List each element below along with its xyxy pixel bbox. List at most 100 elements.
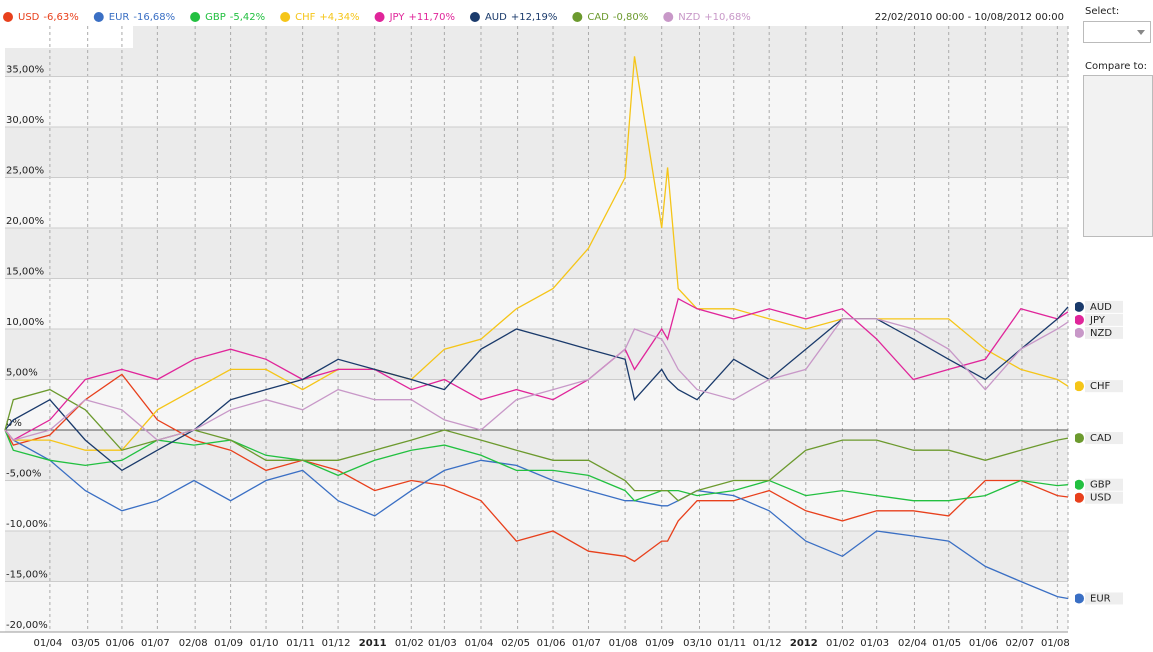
end-label-bg [1085,380,1123,393]
legend-dot [3,12,13,22]
x-tick-label: 01/03 [860,638,889,649]
x-tick-label: 01/12 [753,638,782,649]
x-tick-label: 01/02 [826,638,855,649]
legend-item: AUD +12,19% [469,12,557,23]
series-line [4,429,1069,600]
compare-list[interactable] [1083,75,1153,237]
legend-item: USD -6,63% [3,12,79,23]
band [5,480,1068,531]
legend-change: -6,63% [43,12,78,23]
x-tick-label: 01/09 [645,638,674,649]
end-label: NZD [1090,328,1112,339]
band [5,228,1068,279]
legend: USD -6,63% EUR -16,68% GBP -5,42% CHF +4,34% JPY… [3,12,751,23]
y-tick-label: -10,00% [6,519,48,530]
legend-item: JPY +11,70% [374,12,455,23]
legend-change: +10,68% [704,12,751,23]
x-tick-label: 02/05 [501,638,530,649]
legend-change: +4,34% [319,12,359,23]
end-label: EUR [1090,593,1111,604]
x-tick-label: 01/04 [465,638,494,649]
legend-item: GBP -5,42% [190,12,265,23]
x-tick-label: 03/10 [683,638,712,649]
chart: USD -6,63% EUR -16,68% GBP -5,42% CHF +4,34% JPY… [0,12,1070,649]
x-tick-label: 01/08 [609,638,638,649]
x-tick-label: 01/06 [537,638,566,649]
end-label: AUD [1090,302,1112,313]
end-dot [1075,433,1084,444]
blank-box [5,26,133,48]
end-dot [1075,314,1084,325]
end-dot [1075,327,1084,338]
y-tick-label: 35,00% [6,65,44,76]
y-tick-label: -20,00% [6,620,48,631]
band [5,581,1068,632]
x-tick-label: 01/11 [286,638,315,649]
select-box[interactable] [1083,21,1151,43]
series-line [4,318,1069,441]
end-label-bg [1085,432,1123,445]
legend-dot [280,12,291,22]
series-line [4,56,1069,451]
x-tick-label: 01/02 [395,638,424,649]
legend-change: -0,80% [613,12,648,23]
x-tick-label: 02/08 [179,638,208,649]
end-label: JPY [1089,315,1106,326]
legend-item: EUR -16,68% [93,12,175,23]
y-tick-label: 0% [6,418,22,429]
legend-name: AUD [485,12,507,23]
band [5,531,1068,582]
end-label-bg [1085,300,1123,313]
legend-change: +11,70% [408,12,455,23]
x-tick-label: 02/04 [898,638,927,649]
x-tick-label: 01/07 [141,638,170,649]
band [5,278,1068,329]
select-label: Select: [1085,6,1120,17]
end-label-bg [1085,592,1123,605]
end-label-bg [1085,326,1123,339]
x-tick-label: 2011 [359,638,387,649]
legend-dot [663,12,674,22]
end-dot [1075,301,1084,312]
end-label: CHF [1090,381,1111,392]
x-tick-label: 01/12 [322,638,351,649]
date-range: 22/02/2010 00:00 - 10/08/2012 00:00 [875,12,1064,23]
x-tick-label: 01/06 [106,638,135,649]
end-label: GBP [1090,480,1111,491]
legend-name: CHF [295,12,316,23]
y-tick-label: -15,00% [6,570,48,581]
y-tick-label: 15,00% [6,267,44,278]
x-tick-label: 2012 [790,638,818,649]
legend-name: JPY [389,12,406,23]
legend-change: -16,68% [133,12,175,23]
x-tick-label: 01/04 [33,638,62,649]
end-label: CAD [1090,433,1112,444]
x-tick-label: 01/06 [969,638,998,649]
series-line [4,306,1069,472]
y-tick-label: -5,00% [6,469,41,480]
end-dot [1075,381,1084,392]
x-tick-label: 01/10 [250,638,279,649]
legend-dot [572,12,583,22]
legend-item: NZD +10,68% [663,12,751,23]
x-tick-label: 01/11 [717,638,746,649]
band [5,76,1068,127]
y-tick-label: 20,00% [6,216,44,227]
legend-dot [190,12,201,22]
band [5,26,1068,77]
legend-name: EUR [109,12,130,23]
compare-label: Compare to: [1085,61,1147,72]
legend-name: USD [18,12,40,23]
legend-change: -5,42% [230,12,265,23]
end-dot [1075,593,1084,604]
legend-dot [469,12,480,22]
band [5,379,1068,430]
y-tick-label: 5,00% [6,368,38,379]
y-tick-label: 10,00% [6,317,44,328]
legend-name: NZD [678,12,700,23]
end-dot [1075,479,1084,490]
x-tick-label: 01/09 [214,638,243,649]
x-tick-label: 01/05 [932,638,961,649]
x-tick-label: 01/08 [1041,638,1070,649]
dropdown-arrow [1137,30,1145,35]
